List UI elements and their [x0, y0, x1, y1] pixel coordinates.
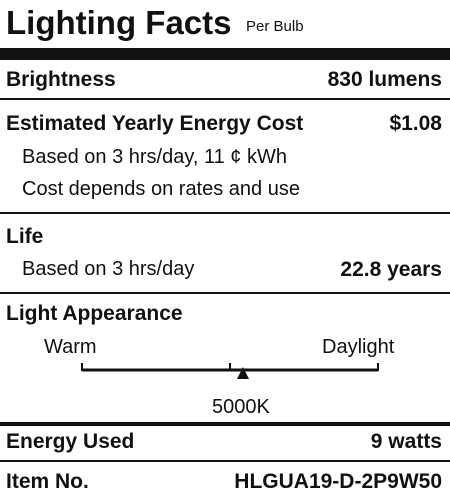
- life-note: Based on 3 hrs/day: [22, 258, 195, 280]
- title: Lighting Facts: [6, 4, 232, 41]
- energy-value: 9 watts: [370, 430, 442, 453]
- subtitle: Per Bulb: [246, 18, 304, 35]
- cost-label: Estimated Yearly Energy Cost: [6, 112, 304, 135]
- rule: [0, 98, 450, 100]
- appearance-value: 5000K: [212, 396, 270, 418]
- item-value: HLGUA19-D-2P9W50: [234, 470, 442, 493]
- life-value: 22.8 years: [340, 258, 442, 281]
- energy-label: Energy Used: [6, 430, 135, 453]
- cost-note: Based on 3 hrs/day, 11 ¢ kWh: [22, 146, 287, 168]
- life-label: Life: [6, 225, 44, 248]
- appearance-label: Light Appearance: [6, 302, 183, 325]
- cost-note: Cost depends on rates and use: [22, 178, 300, 200]
- scale-left: Warm: [44, 336, 97, 358]
- rule: [0, 422, 450, 426]
- scale-marker: [237, 367, 249, 379]
- brightness-label: Brightness: [6, 68, 116, 91]
- rule: [0, 292, 450, 294]
- cost-value: $1.08: [389, 112, 442, 135]
- rule: [0, 460, 450, 462]
- rule: [0, 212, 450, 214]
- thick-rule: [0, 48, 450, 60]
- brightness-value: 830 lumens: [327, 68, 442, 91]
- scale-right: Daylight: [322, 336, 395, 358]
- appearance-scale: [81, 363, 379, 379]
- item-label: Item No.: [6, 470, 89, 493]
